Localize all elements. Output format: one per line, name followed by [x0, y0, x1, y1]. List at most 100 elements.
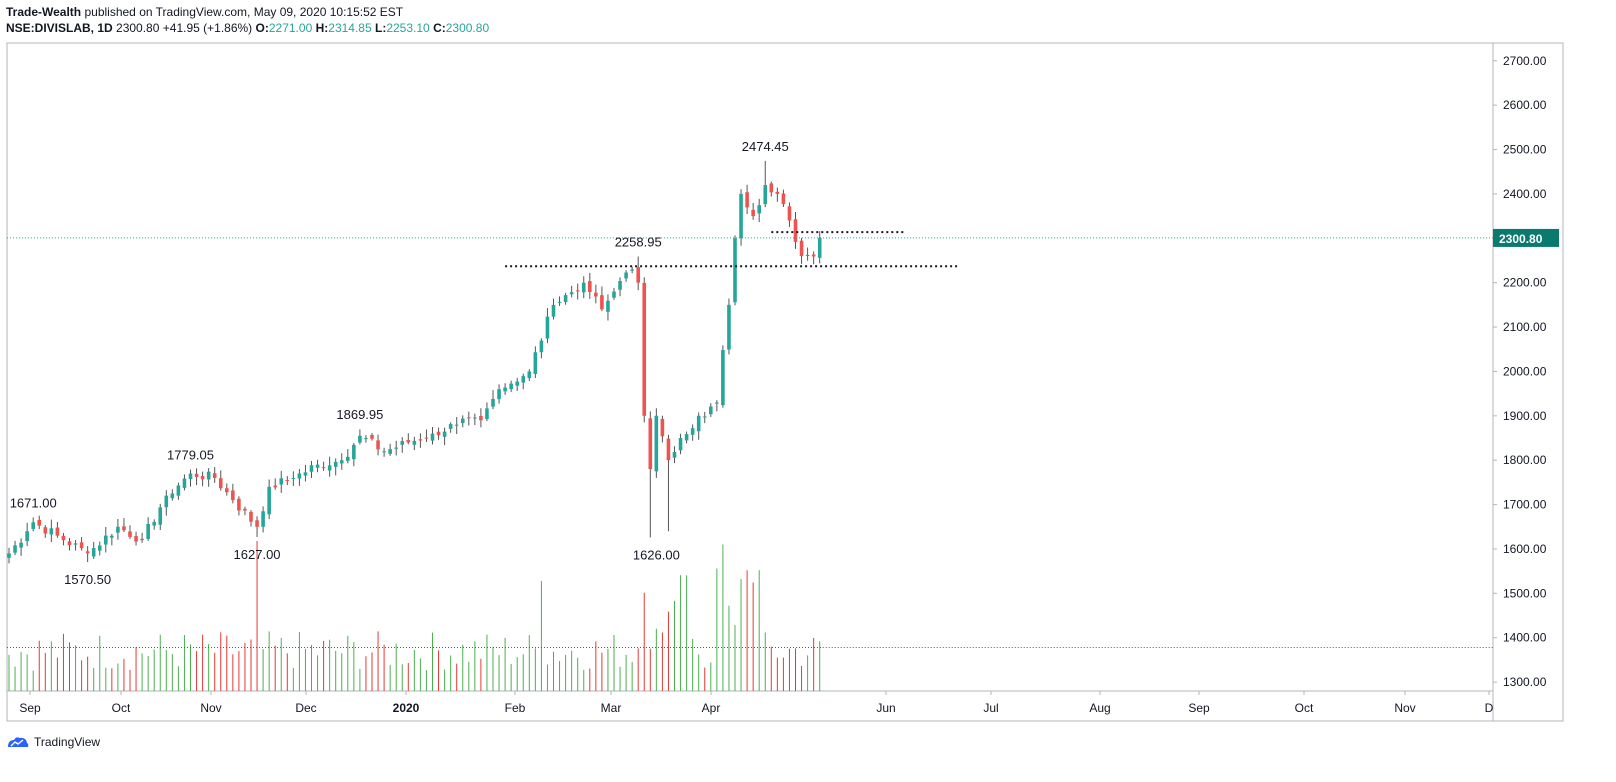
price-axis[interactable]: 2700.002600.002500.002400.002300.002200.… [1493, 54, 1559, 689]
price-annotation: 1869.95 [336, 407, 383, 422]
candle-body [666, 438, 671, 461]
candle-body [509, 383, 513, 390]
candle-body [97, 545, 102, 551]
candle-body [13, 545, 17, 553]
candle-body [757, 205, 761, 214]
candle-body [309, 465, 314, 472]
candle-body [811, 254, 816, 257]
candle-body [751, 209, 755, 217]
candle-body [630, 269, 634, 271]
candle-body [690, 428, 695, 435]
y-tick-label: 1900.00 [1503, 409, 1547, 423]
candle-body [116, 526, 120, 533]
candle-body [545, 316, 550, 339]
y-tick-label: 2700.00 [1503, 54, 1547, 68]
x-tick-label: Jul [983, 701, 998, 715]
candle-body [485, 408, 489, 420]
candle-body [146, 523, 150, 539]
candle-body [315, 464, 320, 468]
candle-body [152, 521, 156, 526]
candle-body [460, 418, 465, 424]
candle-body [55, 527, 60, 536]
candle-body [557, 301, 562, 303]
candle-body [793, 219, 798, 242]
candle-body [7, 553, 11, 558]
candle-body [424, 437, 429, 439]
candle-body [200, 475, 205, 480]
author-name[interactable]: Trade-Wealth [6, 5, 82, 19]
candle-body [110, 535, 114, 538]
x-tick-label: Mar [601, 701, 622, 715]
candle-body [243, 508, 247, 511]
publish-line: Trade-Wealth published on TradingView.co… [6, 4, 489, 20]
candle-body [188, 473, 193, 480]
y-tick-label: 1300.00 [1503, 675, 1547, 689]
x-tick-label: Jun [876, 701, 895, 715]
candle-body [503, 387, 507, 392]
candle-body [454, 424, 459, 426]
x-tick-label: Sep [19, 701, 41, 715]
candle-body [491, 398, 495, 407]
y-tick-label: 1600.00 [1503, 542, 1547, 556]
candle-body [61, 535, 66, 541]
candle-body [497, 389, 501, 400]
candle-body [817, 237, 822, 258]
symbol-label[interactable]: NSE:DIVISLAB, 1D [6, 21, 113, 35]
last-price-value: 2300.80 [116, 21, 160, 35]
candle-body [569, 292, 574, 295]
candle-body [733, 238, 737, 303]
tradingview-brand[interactable]: TradingView [34, 735, 101, 749]
time-axis[interactable]: Sep Oct Nov Dec 2020 Feb Mar Apr Jun Jul Aug Sep Oct… [19, 691, 1494, 715]
candle-body [237, 498, 241, 511]
time-axis-frame [6, 690, 1494, 722]
candle-body [739, 193, 743, 239]
x-tick-label: Sep [1188, 701, 1210, 715]
candle-body [194, 473, 199, 477]
candle-body [358, 435, 362, 443]
candle-body [581, 282, 586, 293]
candle-body [255, 520, 259, 527]
candle-body [775, 191, 780, 194]
high-label: H: [315, 21, 329, 35]
candle-body [672, 451, 677, 458]
candle-body [176, 485, 181, 496]
candle-body [43, 527, 48, 534]
candle-body [721, 350, 725, 406]
candle-body [231, 490, 235, 501]
candle-body [297, 473, 302, 479]
change-value: +41.95 (+1.86%) [162, 21, 253, 35]
candle-body [49, 528, 54, 535]
candle-body [158, 507, 163, 525]
candle-body [79, 542, 84, 549]
price-annotations: 1671.00 1570.50 1779.05 1627.00 1869.95 2258.… [10, 139, 789, 587]
candle-body [412, 440, 417, 445]
y-tick-label: 2000.00 [1503, 364, 1547, 378]
level-lines [7, 231, 1493, 268]
x-tick-label: Apr [702, 701, 721, 715]
candle-body [805, 254, 810, 257]
x-tick-label: Dec [295, 701, 316, 715]
y-tick-label: 2400.00 [1503, 187, 1547, 201]
candle-body [67, 541, 72, 546]
price-annotation: 1779.05 [167, 448, 214, 463]
candle-body [448, 424, 453, 429]
candle-body [467, 417, 471, 419]
candle-body [279, 478, 284, 485]
candle-body [218, 478, 223, 489]
candle-body [442, 431, 447, 437]
candle-body [515, 381, 519, 386]
open-label: O: [255, 21, 269, 35]
candle-body [636, 267, 640, 283]
last-price-tag-label: 2300.80 [1499, 232, 1543, 246]
y-tick-label: 2500.00 [1503, 143, 1547, 157]
candle-body [206, 471, 211, 480]
candle-body [73, 543, 78, 545]
price-annotation: 2474.45 [742, 139, 789, 154]
candle-body [164, 495, 169, 508]
price-annotation: 1671.00 [10, 495, 57, 510]
y-tick-label: 2600.00 [1503, 98, 1547, 112]
candle-body [533, 352, 538, 374]
tradingview-logo-icon[interactable] [6, 735, 30, 749]
candle-body [600, 295, 604, 310]
